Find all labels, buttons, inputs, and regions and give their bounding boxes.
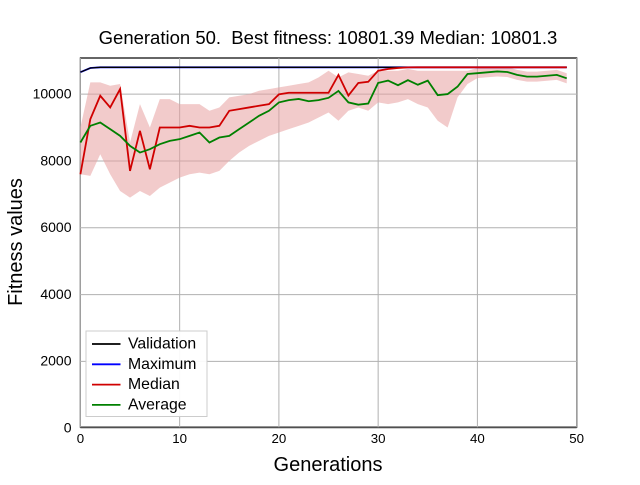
svg-text:40: 40 <box>470 431 485 446</box>
svg-text:20: 20 <box>272 431 287 446</box>
svg-text:Average: Average <box>128 396 187 413</box>
svg-text:Fitness values: Fitness values <box>5 178 27 306</box>
svg-text:2000: 2000 <box>40 353 71 369</box>
svg-text:Median: Median <box>128 376 180 393</box>
svg-text:0: 0 <box>64 420 72 436</box>
svg-text:Maximum: Maximum <box>128 356 196 373</box>
svg-text:4000: 4000 <box>40 286 71 302</box>
svg-text:Generation 50. Best fitness:: Generation 50. Best fitness: 10801.39 Me… <box>99 27 558 48</box>
svg-text:Validation: Validation <box>128 336 196 353</box>
svg-text:0: 0 <box>77 431 84 446</box>
svg-text:10000: 10000 <box>33 86 72 102</box>
svg-text:6000: 6000 <box>40 219 71 235</box>
svg-text:10: 10 <box>172 431 187 446</box>
svg-text:30: 30 <box>371 431 386 446</box>
svg-text:8000: 8000 <box>40 152 71 168</box>
svg-text:Generations: Generations <box>274 454 383 476</box>
svg-text:50: 50 <box>569 431 584 446</box>
